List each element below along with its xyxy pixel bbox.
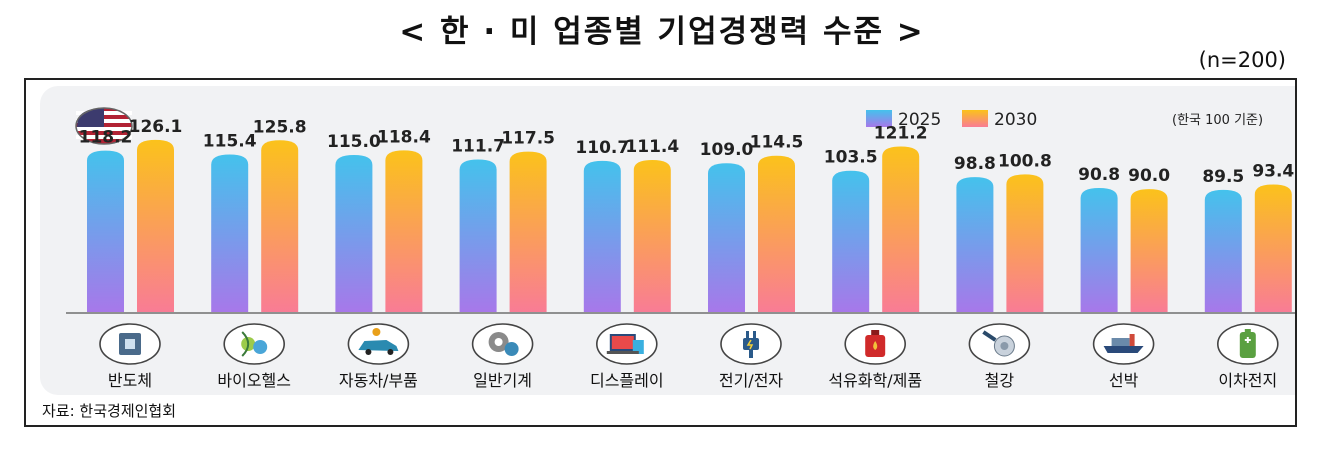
value-label-2030-3: 118.4 [377, 127, 431, 147]
bar-2030-5 [633, 159, 671, 312]
bar-2030-9 [1130, 189, 1168, 312]
bar-2030-8 [1006, 174, 1044, 312]
value-label-2030-9: 90.0 [1128, 166, 1170, 186]
bar-2025-9 [1080, 188, 1118, 312]
bar-2025-3 [335, 155, 373, 312]
value-label-2025-4: 111.7 [451, 137, 505, 157]
category-label-6: 전기/전자 [719, 371, 784, 390]
bar-2025-5 [583, 160, 621, 312]
value-label-2030-2: 125.8 [253, 117, 307, 137]
value-label-2030-1: 126.1 [129, 117, 183, 137]
electric-plug-icon [720, 323, 782, 365]
value-label-2025-6: 109.0 [700, 140, 754, 160]
category-label-2: 바이오헬스 [217, 371, 291, 390]
bar-2025-8 [956, 177, 994, 312]
value-label-2025-9: 90.8 [1078, 165, 1120, 185]
value-label-2030-6: 114.5 [750, 133, 804, 153]
unit-note: (한국 100 기준) [1172, 113, 1263, 128]
legend-label-2025: 2025 [898, 110, 941, 130]
car-parts-icon [347, 323, 410, 365]
value-label-2025-2: 115.4 [203, 131, 257, 151]
category-label-4: 일반기계 [473, 371, 532, 390]
gear-machinery-icon [471, 323, 534, 365]
semiconductor-chip-icon [99, 323, 161, 365]
bar-2030-2 [261, 140, 299, 312]
value-label-2030-5: 111.4 [625, 137, 679, 157]
category-label-9: 선박 [1109, 371, 1139, 390]
oil-can-icon [844, 323, 907, 365]
bar-2030-10 [1254, 184, 1292, 312]
battery-icon [1217, 323, 1279, 365]
bar-2030-1 [137, 139, 174, 312]
bar-2025-6 [708, 163, 745, 312]
bar-2025-7 [832, 170, 870, 312]
category-label-7: 석유화학/제품 [828, 371, 922, 390]
value-label-2030-8: 100.8 [998, 151, 1052, 171]
bar-2030-7 [882, 146, 920, 312]
ship-icon [1092, 323, 1155, 365]
legend-swatch-2030 [962, 110, 988, 127]
category-label-8: 철강 [985, 371, 1015, 390]
bar-2025-2 [211, 154, 249, 312]
category-label-3: 자동차/부품 [339, 371, 418, 390]
bar-2030-3 [385, 150, 423, 312]
value-label-2030-7: 121.2 [874, 124, 928, 144]
chart-frame: 2025 2030 (한국 100 기준) 118.2 126.1 115.4 125… [24, 78, 1297, 427]
bar-2025-4 [459, 159, 497, 312]
bar-2025-1 [87, 150, 124, 312]
value-label-2030-4: 117.5 [501, 129, 555, 149]
value-label-2025-5: 110.7 [575, 138, 629, 158]
source-note: 자료: 한국경제인협회 [42, 402, 177, 420]
category-label-10: 이차전지 [1218, 371, 1277, 390]
bar-2025-10 [1204, 189, 1242, 312]
bar-2030-4 [509, 151, 547, 312]
value-label-2030-10: 93.4 [1252, 162, 1294, 182]
chart-title: < 한 · 미 업종별 기업경쟁력 수준 > [399, 14, 925, 50]
value-label-2025-1: 118.2 [79, 128, 133, 148]
value-label-2025-7: 103.5 [824, 148, 878, 168]
sample-size-note: (n=200) [1198, 48, 1286, 72]
steel-coil-icon [968, 323, 1031, 365]
dna-biohealth-icon [223, 323, 285, 365]
value-label-2025-10: 89.5 [1202, 167, 1244, 187]
legend-label-2030: 2030 [994, 110, 1037, 130]
category-label-5: 디스플레이 [590, 371, 664, 390]
usa-flag-icon [75, 107, 133, 145]
display-devices-icon [595, 323, 658, 365]
bar-2030-6 [758, 155, 795, 312]
category-label-1: 반도체 [108, 371, 152, 390]
value-label-2025-8: 98.8 [954, 154, 996, 174]
value-label-2025-3: 115.0 [327, 132, 381, 152]
legend-swatch-2025 [866, 110, 892, 127]
legend: 2025 2030 [866, 110, 1037, 130]
